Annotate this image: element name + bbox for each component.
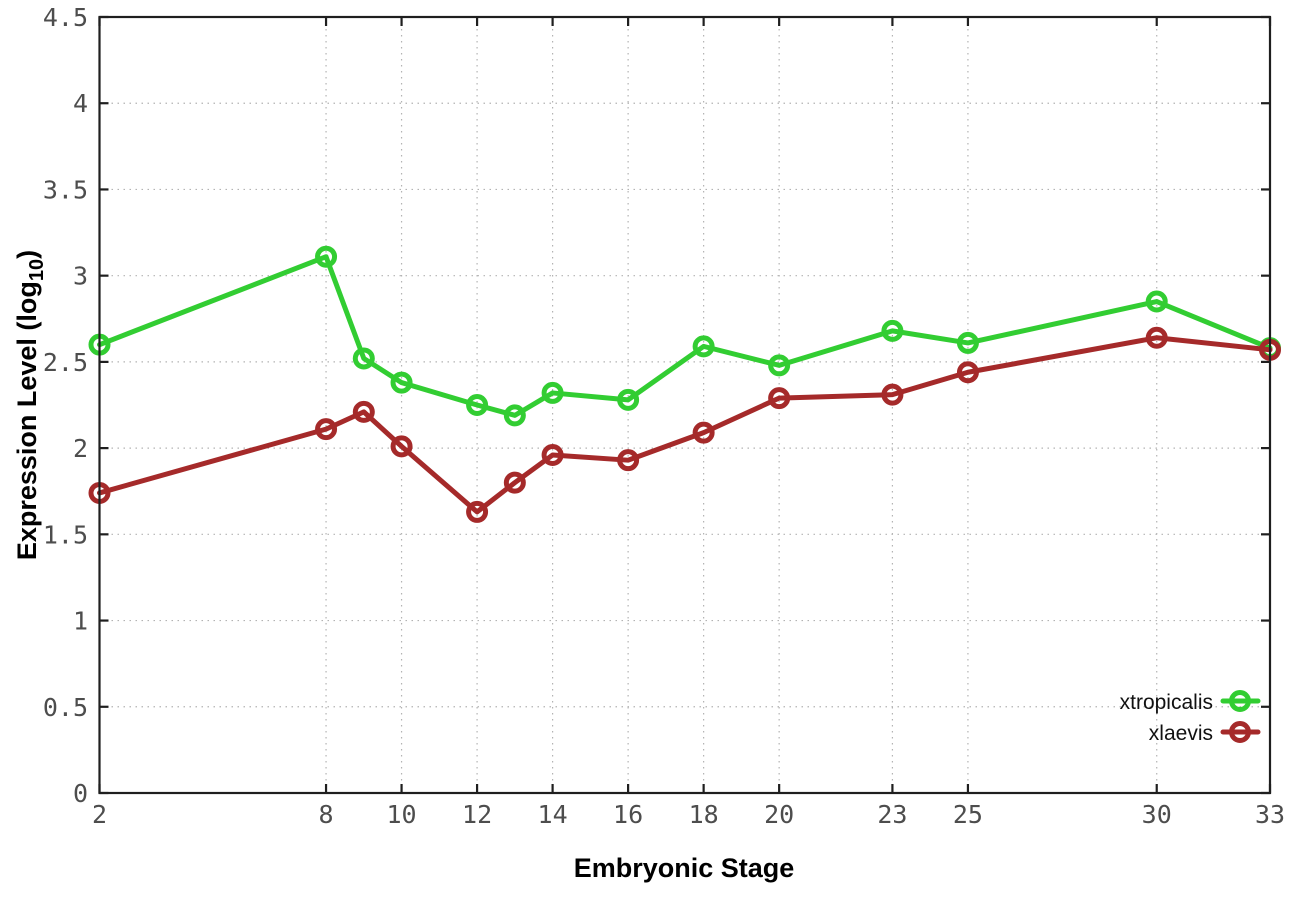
data-point-xlaevis-stage-14 [541, 444, 564, 467]
data-series [88, 245, 1281, 523]
grid-lines [99, 17, 1270, 793]
data-point-xtropicalis-stage-13 [503, 404, 526, 427]
data-point-xtropicalis-stage-8 [315, 245, 338, 268]
x-tick-label-8: 8 [319, 800, 334, 829]
data-point-xlaevis-stage-23 [881, 383, 904, 406]
data-point-xtropicalis-stage-25 [956, 331, 979, 354]
x-tick-label-30: 30 [1142, 800, 1172, 829]
data-point-xtropicalis-stage-30 [1145, 290, 1168, 313]
x-tick-label-14: 14 [538, 800, 568, 829]
data-point-xtropicalis-stage-20 [768, 354, 791, 377]
legend-label-xtropicalis: xtropicalis [1120, 691, 1213, 714]
data-point-xlaevis-stage-20 [768, 387, 791, 410]
x-tick-label-12: 12 [462, 800, 492, 829]
legend-marker-xlaevis [1229, 721, 1251, 743]
data-point-xtropicalis-stage-23 [881, 319, 904, 342]
x-tick-label-18: 18 [689, 800, 719, 829]
y-tick-label-2: 2 [73, 434, 88, 463]
x-axis-title: Embryonic Stage [574, 853, 795, 883]
x-tick-label-25: 25 [953, 800, 983, 829]
y-tick-label-0.5: 0.5 [43, 693, 88, 722]
y-tick-label-3: 3 [73, 262, 88, 291]
y-tick-label-1.5: 1.5 [43, 520, 88, 549]
data-point-xlaevis-stage-25 [956, 361, 979, 384]
data-point-xlaevis-stage-13 [503, 471, 526, 494]
y-tick-label-1: 1 [73, 607, 88, 636]
x-tick-label-16: 16 [613, 800, 643, 829]
legend-item-xlaevis: xlaevis [1149, 721, 1261, 745]
y-tick-label-0: 0 [73, 779, 88, 808]
x-tick-label-20: 20 [764, 800, 794, 829]
x-tick-label-10: 10 [387, 800, 417, 829]
y-tick-label-4: 4 [73, 89, 88, 118]
y-axis-title: Expression Level (log10) [12, 250, 48, 560]
data-point-xlaevis-stage-9 [352, 400, 375, 423]
legend-item-xtropicalis: xtropicalis [1120, 690, 1261, 714]
data-point-xlaevis-stage-16 [617, 449, 640, 472]
data-point-xlaevis-stage-10 [390, 435, 413, 458]
y-tick-label-3.5: 3.5 [43, 175, 88, 204]
series-xtropicalis [88, 245, 1281, 427]
legend-label-xlaevis: xlaevis [1149, 722, 1213, 745]
x-tick-label-33: 33 [1255, 800, 1285, 829]
legend-marker-xtropicalis [1229, 690, 1251, 712]
data-point-xtropicalis-stage-18 [692, 335, 715, 358]
data-point-xlaevis-stage-8 [315, 418, 338, 441]
axis-ticks [98, 15, 1272, 795]
x-tick-label-2: 2 [92, 800, 107, 829]
data-point-xtropicalis-stage-16 [617, 388, 640, 411]
legend: xtropicalis xlaevis [1120, 690, 1261, 745]
x-tick-label-23: 23 [877, 800, 907, 829]
data-point-xtropicalis-stage-14 [541, 381, 564, 404]
data-point-xtropicalis-stage-10 [390, 371, 413, 394]
series-line-xtropicalis [97, 254, 1273, 418]
series-line-xlaevis [97, 335, 1273, 515]
tick-labels: 2 8 10 12 14 16 18 20 23 25 30 33 0 0.5 1 1.5 2 2.5 3 3.5 4 4… [43, 3, 1285, 829]
data-point-xlaevis-stage-18 [692, 421, 715, 444]
data-point-xlaevis-stage-12 [466, 500, 489, 523]
plot-border [98, 15, 1272, 795]
data-point-xtropicalis-stage-12 [466, 394, 489, 416]
y-tick-label-4.5: 4.5 [43, 3, 88, 32]
data-point-xlaevis-stage-30 [1145, 326, 1168, 349]
y-tick-label-2.5: 2.5 [43, 348, 88, 377]
data-point-xtropicalis-stage-9 [352, 347, 375, 370]
